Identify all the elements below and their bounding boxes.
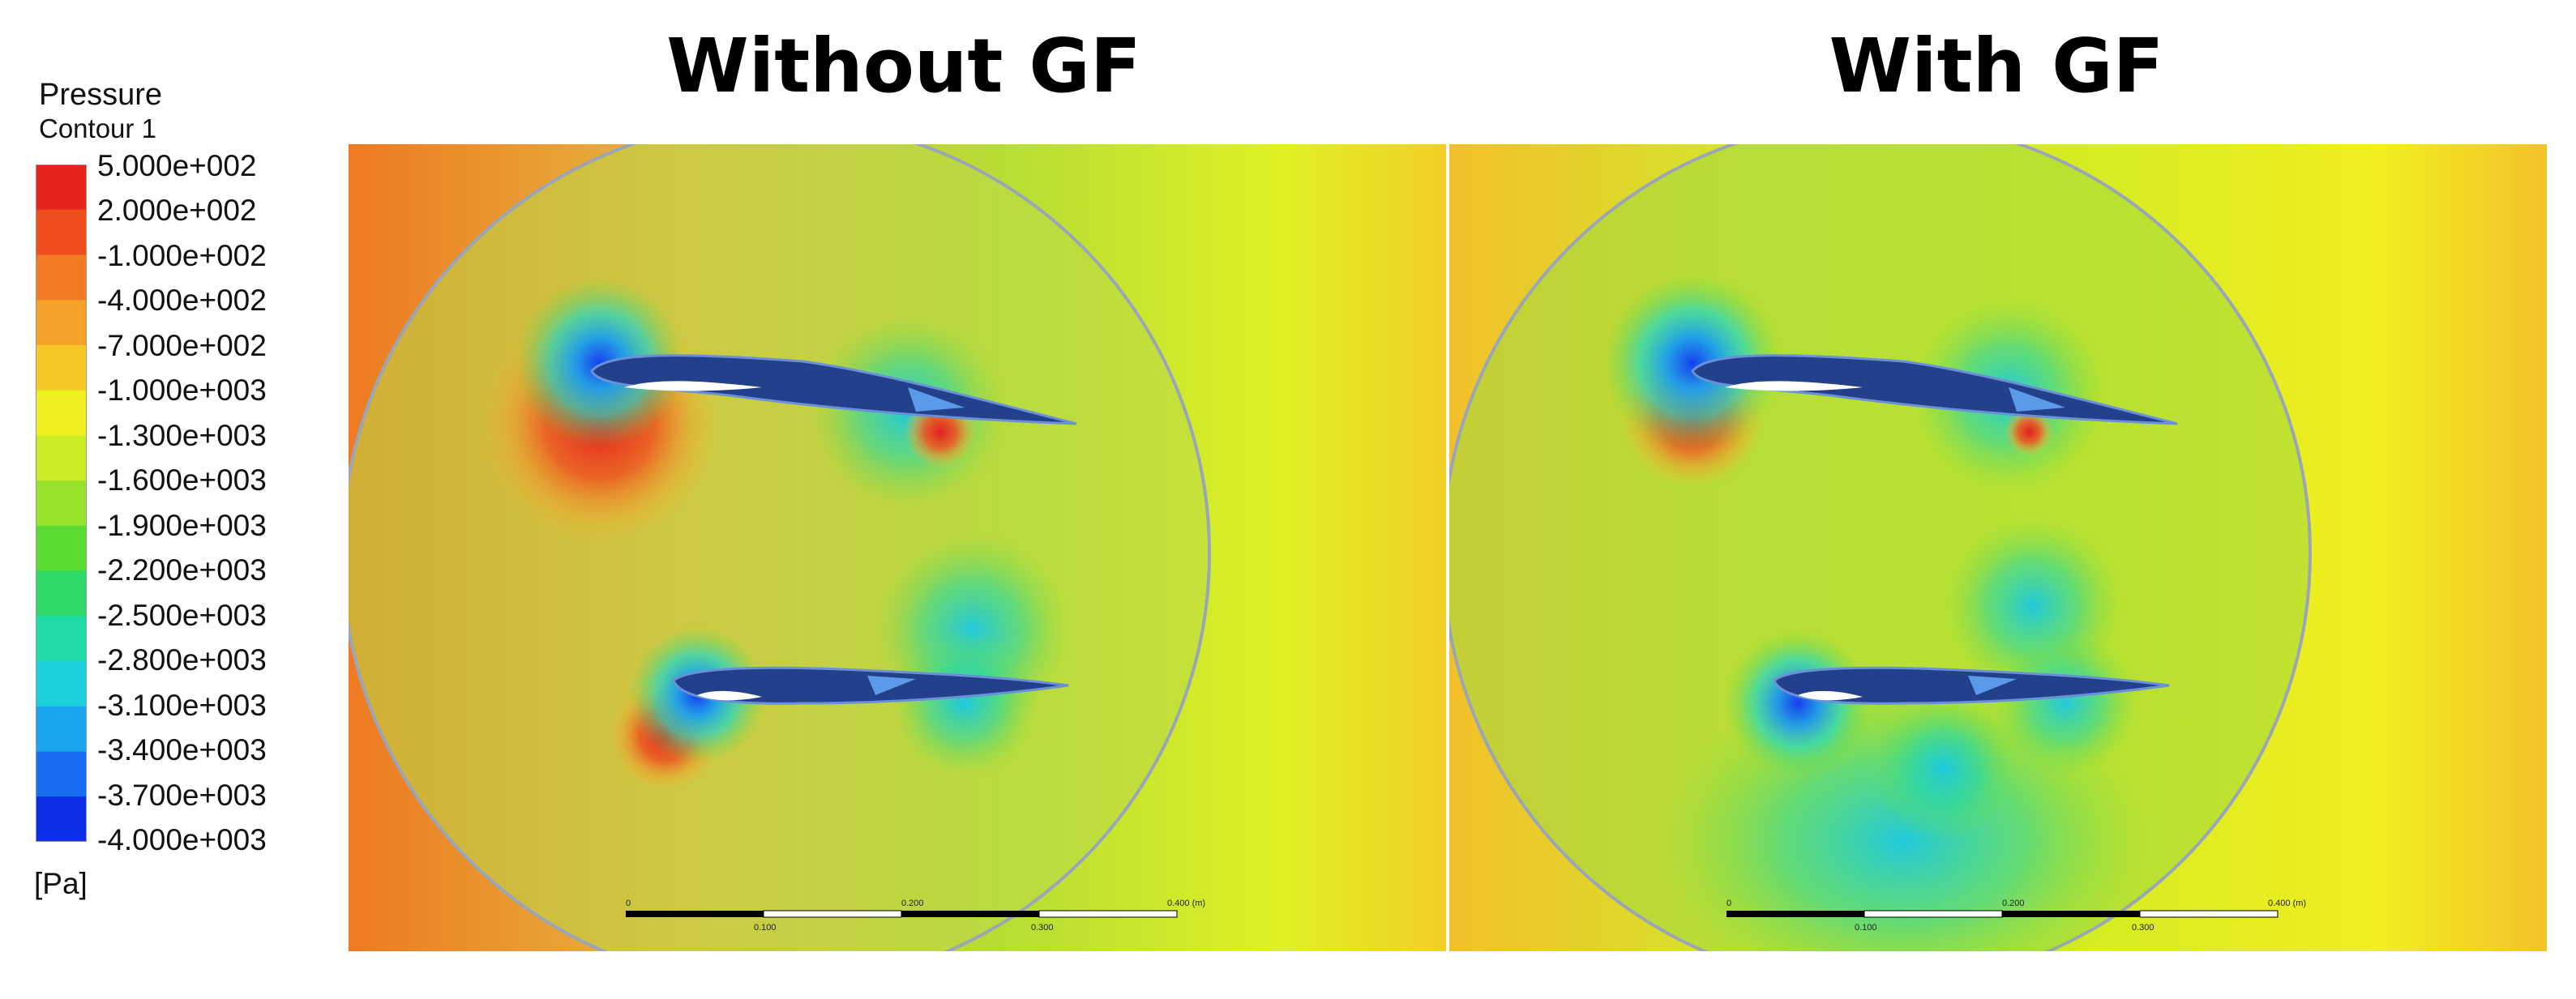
rotating-domain: [349, 144, 1211, 951]
pressure-zone: [1992, 630, 2138, 776]
colorbar-band: [36, 344, 86, 391]
legend-label: -2.800e+003: [97, 643, 267, 677]
scale-label: 0: [1727, 899, 1731, 908]
scale-label: 0.200: [901, 899, 924, 908]
scale-bar: [2139, 910, 2279, 918]
scale-label: 0.100: [1855, 923, 1877, 933]
colorbar: [36, 164, 87, 842]
legend-label: 2.000e+002: [97, 194, 257, 228]
colorbar-band: [36, 390, 86, 436]
legend-label: -3.400e+003: [97, 733, 267, 767]
scale-label: 0: [626, 899, 631, 908]
airfoil-highlight: [1725, 381, 1863, 391]
scale-label: 0.100: [754, 923, 777, 933]
scale-label: 0.400 (m): [2268, 899, 2306, 908]
panel-title: With GF: [1829, 23, 2164, 109]
colorbar-frame: [36, 164, 87, 842]
scale-bar: [2002, 911, 2140, 917]
legend-label: -1.000e+003: [97, 374, 267, 408]
scale-label: 0.200: [2002, 899, 2025, 908]
airfoil: [1773, 666, 2170, 705]
flap: [1968, 676, 2017, 695]
contour-plot: 0 0.200 0.400 (m) 0.100 0.300: [1449, 144, 2547, 951]
pressure-zone: [1603, 274, 1782, 452]
colorbar-band: [36, 661, 86, 707]
scale-bar: [1727, 911, 1864, 917]
scale-label: 0.400 (m): [1167, 899, 1205, 908]
colorbar-band: [36, 480, 86, 527]
colorbar-band: [36, 796, 86, 842]
scale-bar: [626, 911, 764, 917]
legend-unit: [Pa]: [34, 867, 88, 900]
scale-label: 0.300: [2132, 923, 2155, 933]
airfoil: [672, 666, 1069, 705]
legend-label: -1.600e+003: [97, 463, 267, 497]
pressure-zone: [1725, 630, 1871, 776]
colorbar-band: [36, 254, 86, 301]
colorbar-band: [36, 751, 86, 797]
scale-label: 0.300: [1031, 923, 1054, 933]
panel-title: Without GF: [666, 23, 1141, 109]
legend-label: -2.200e+003: [97, 553, 267, 587]
airfoil-highlight: [624, 381, 762, 391]
airfoil-highlight: [697, 690, 762, 701]
scale-bar: [763, 910, 902, 918]
flap: [867, 676, 916, 695]
pressure-zone: [2005, 408, 2053, 456]
colorbar-band: [36, 164, 86, 211]
legend-label: -4.000e+002: [97, 284, 267, 318]
colorbar-band: [36, 525, 86, 572]
legend-label: -1.300e+003: [97, 418, 267, 452]
legend-label: -4.000e+003: [97, 823, 267, 856]
legend-label: -2.500e+003: [97, 598, 267, 632]
colorbar-band: [36, 706, 86, 753]
scale-bar: [1864, 910, 2003, 918]
flap: [2009, 387, 2065, 412]
colorbar-band: [36, 435, 86, 481]
legend-subtitle: Contour 1: [39, 113, 156, 143]
colorbar-band: [36, 616, 86, 662]
colorbar-band: [36, 209, 86, 255]
legend-label: -1.000e+002: [97, 238, 267, 272]
legend-label: -1.900e+003: [97, 508, 267, 542]
colorbar-band: [36, 570, 86, 617]
pressure-zone: [515, 278, 685, 448]
pressure-zone: [1871, 695, 2017, 841]
legend-title: Pressure: [39, 78, 163, 112]
legend-label: 5.000e+002: [97, 149, 257, 182]
legend-label: -7.000e+002: [97, 328, 267, 362]
legend-label: -3.700e+003: [97, 778, 267, 812]
scale-bar: [901, 911, 1039, 917]
colorbar-band: [36, 300, 86, 346]
airfoil-highlight: [1798, 690, 1863, 701]
scale-bar: [1038, 910, 1178, 918]
legend-label: -3.100e+003: [97, 688, 267, 722]
contour-plot: 0 0.200 0.400 (m) 0.100 0.300: [349, 144, 1446, 951]
pressure-zone: [892, 630, 1038, 776]
flap: [908, 387, 965, 412]
